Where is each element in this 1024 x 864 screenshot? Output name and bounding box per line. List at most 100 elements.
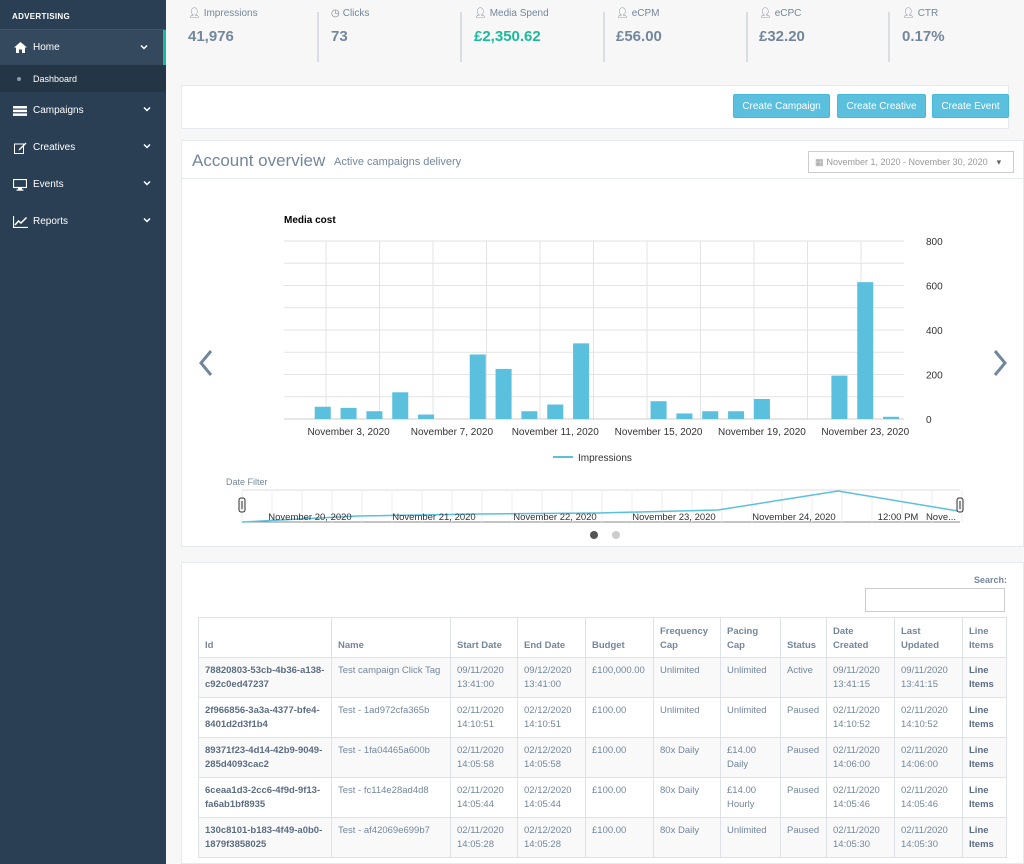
table-cell: £100,000.00 <box>585 657 654 698</box>
campaign-id-link[interactable]: 130c8101-b183-4f49-a0b0-1879f3858025 <box>198 817 332 858</box>
date-filter-label: Date Filter <box>226 477 268 487</box>
column-header[interactable]: Name <box>331 617 451 658</box>
line-items-link[interactable]: Line Items <box>962 737 1007 778</box>
column-header[interactable]: Status <box>780 617 827 658</box>
table-cell: 02/12/2020 14:10:51 <box>517 697 586 738</box>
search-input[interactable] <box>865 588 1005 612</box>
filter-line <box>241 490 959 523</box>
bar <box>418 414 435 419</box>
table-row: 6ceaa1d3-2cc6-4f9d-9f13-fa6ab1bf8935 Test… <box>198 777 1007 818</box>
bar <box>392 392 409 419</box>
campaign-id-link[interactable]: 89371f23-4d14-42b9-9049-285d4093cac2 <box>198 737 332 778</box>
sidebar-item-events[interactable]: Events <box>0 166 166 203</box>
sidebar-item-creatives[interactable]: Creatives <box>0 129 166 166</box>
search-label: Search: <box>973 575 1007 585</box>
campaign-id-link[interactable]: 78820803-53cb-4b36-a138-c92c0ed47237 <box>198 657 332 698</box>
create-event-button[interactable]: Create Event <box>932 94 1009 118</box>
sidebar-subitem-dashboard[interactable]: Dashboard <box>0 65 166 92</box>
table-header-row: Id Name Start Date End Date Budget Frequency … <box>198 617 1007 658</box>
bar <box>728 411 745 419</box>
bar <box>650 401 667 419</box>
column-header[interactable]: Budget <box>585 617 654 658</box>
campaigns-table: Id Name Start Date End Date Budget Frequency … <box>198 617 1007 858</box>
date-range-picker[interactable]: ▦ November 1, 2020 - November 30, 2020 ▾ <box>808 151 1014 173</box>
campaigns-table-panel: Search: Id Name Start Date End Date Budget Fr… <box>181 562 1024 864</box>
stat-label: eCPM <box>631 8 660 19</box>
column-header[interactable]: Pacing Cap <box>720 617 781 658</box>
table-cell: 02/12/2020 14:05:28 <box>517 817 586 858</box>
stat-label: Clicks <box>342 8 370 19</box>
table-cell: Unlimited <box>720 657 781 698</box>
user-icon: 👤︎ <box>474 8 487 19</box>
filter-tick-label: Nove... <box>926 512 956 523</box>
sidebar-item-label: Home <box>33 42 60 53</box>
line-items-link[interactable]: Line Items <box>962 817 1007 858</box>
stat-divider <box>317 12 319 62</box>
table-cell: Paused <box>780 737 827 778</box>
column-header[interactable]: Start Date <box>450 617 518 658</box>
clock-icon: ◷ <box>331 8 340 19</box>
chevron-down-icon <box>143 143 151 149</box>
table-cell: 02/11/2020 14:05:30 <box>826 817 895 858</box>
x-tick-label: November 3, 2020 <box>307 427 390 438</box>
stat-value: 0.17% <box>902 28 945 45</box>
filter-tick-label: November 21, 2020 <box>392 512 475 523</box>
chevron-down-icon <box>143 217 151 223</box>
table-cell: Unlimited <box>653 657 721 698</box>
table-cell: Paused <box>780 777 827 818</box>
table-cell: 09/11/2020 13:41:15 <box>894 657 963 698</box>
table-cell: 80x Daily <box>653 737 721 778</box>
sidebar-item-campaigns[interactable]: Campaigns <box>0 92 166 129</box>
user-icon: 👤︎ <box>616 8 629 19</box>
campaign-id-link[interactable]: 6ceaa1d3-2cc6-4f9d-9f13-fa6ab1bf8935 <box>198 777 332 818</box>
bar <box>831 375 848 419</box>
table-cell: 02/11/2020 14:05:30 <box>894 817 963 858</box>
sidebar-item-home[interactable]: Home <box>0 30 166 65</box>
table-cell: Active <box>780 657 827 698</box>
stat-ctr: 👤︎ CTR 0.17% <box>902 8 945 64</box>
bar <box>314 406 331 419</box>
table-cell: Unlimited <box>720 817 781 858</box>
create-creative-button[interactable]: Create Creative <box>837 94 926 118</box>
column-header[interactable]: Line Items <box>962 617 1007 658</box>
table-cell: 09/11/2020 13:41:00 <box>450 657 518 698</box>
table-cell: 09/12/2020 13:41:00 <box>517 657 586 698</box>
line-items-link[interactable]: Line Items <box>962 657 1007 698</box>
column-header[interactable]: Id <box>198 617 332 658</box>
y-tick-label: 0 <box>926 415 932 426</box>
carousel-next-icon[interactable] <box>990 348 1010 378</box>
table-cell: 02/12/2020 14:05:44 <box>517 777 586 818</box>
table-cell: 02/11/2020 14:10:52 <box>826 697 895 738</box>
user-icon: 👤︎ <box>188 8 201 19</box>
stat-divider <box>746 12 748 62</box>
carousel-dot[interactable] <box>612 531 620 539</box>
table-cell: Paused <box>780 817 827 858</box>
table-cell: 09/11/2020 13:41:15 <box>826 657 895 698</box>
x-tick-label: November 19, 2020 <box>718 427 806 438</box>
column-header[interactable]: Frequency Cap <box>653 617 721 658</box>
bar <box>547 404 564 419</box>
carousel-dot-active[interactable] <box>590 531 598 539</box>
sidebar-item-reports[interactable]: Reports <box>0 203 166 240</box>
column-header[interactable]: Last Updated <box>894 617 963 658</box>
desktop-icon <box>12 178 28 191</box>
table-cell: 02/11/2020 14:05:46 <box>826 777 895 818</box>
x-tick-label: November 11, 2020 <box>512 427 600 438</box>
table-row: 78820803-53cb-4b36-a138-c92c0ed47237 Test… <box>198 657 1007 698</box>
column-header[interactable]: End Date <box>517 617 586 658</box>
create-campaign-button[interactable]: Create Campaign <box>733 94 830 118</box>
y-tick-label: 600 <box>926 282 943 293</box>
filter-tick-label: 12:00 PM <box>878 512 919 523</box>
date-filter[interactable]: November 20, 2020 November 21, 2020 Novemb… <box>238 487 973 529</box>
carousel-prev-icon[interactable] <box>196 348 216 378</box>
bar <box>702 411 719 419</box>
table-cell: 02/11/2020 14:06:00 <box>894 737 963 778</box>
table-cell: 02/11/2020 14:10:51 <box>450 697 518 738</box>
campaign-id-link[interactable]: 2f966856-3a3a-4377-bfe4-8401d2d3f1b4 <box>198 697 332 738</box>
line-items-link[interactable]: Line Items <box>962 697 1007 738</box>
column-header[interactable]: Date Created <box>826 617 895 658</box>
line-items-link[interactable]: Line Items <box>962 777 1007 818</box>
table-cell: Unlimited <box>653 697 721 738</box>
bar <box>521 411 538 419</box>
sidebar-item-label: Events <box>33 179 64 190</box>
